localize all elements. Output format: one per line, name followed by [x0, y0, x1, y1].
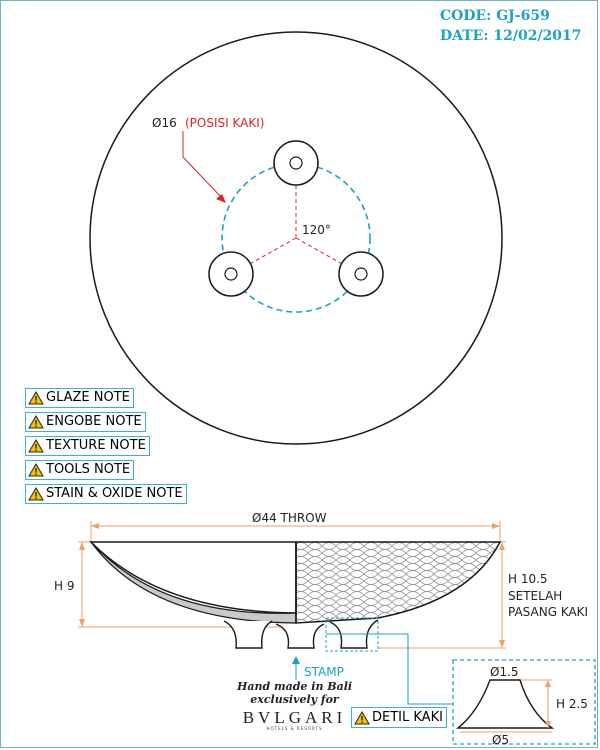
note-label: TOOLS NOTE — [46, 462, 131, 477]
foot-left — [208, 251, 254, 297]
side-feet — [223, 619, 379, 649]
foot-dimension-label: Ø16 — [152, 116, 177, 130]
glaze-note-button[interactable]: GLAZE NOTE — [25, 388, 134, 408]
foot-right — [338, 251, 384, 297]
warning-icon — [28, 415, 44, 429]
throw-label: Ø44 THROW — [252, 511, 327, 525]
engobe-note-button[interactable]: ENGOBE NOTE — [25, 412, 146, 432]
note-label: STAIN & OXIDE NOTE — [46, 486, 183, 501]
header-info: CODE: GJ-659 DATE: 12/02/2017 — [440, 6, 582, 46]
foot-leader-arrow — [216, 194, 226, 203]
detail-top-dimension: Ø1.5 — [490, 665, 519, 679]
foot-position-note: (POSISI KAKI) — [185, 116, 264, 130]
stamp-label: STAMP — [304, 665, 344, 679]
detail-box — [452, 659, 596, 745]
warning-icon — [28, 487, 44, 501]
texture-note-button[interactable]: TEXTURE NOTE — [25, 436, 150, 456]
stamp-area — [325, 617, 379, 652]
brand-subtitle: HOTELS & RESORTS — [266, 726, 323, 731]
foot-center-lines — [231, 164, 361, 275]
detail-height-dimension: H 2.5 — [556, 697, 588, 711]
note-label: TEXTURE NOTE — [46, 438, 146, 453]
foot-position-circle — [221, 163, 371, 313]
drawing-date: DATE: 12/02/2017 — [440, 28, 582, 44]
note-label: GLAZE NOTE — [46, 390, 130, 405]
height-after-label-3: PASANG KAKI — [508, 605, 588, 619]
brand-block: Hand made in Bali exclusively for BVLGAR… — [232, 680, 357, 731]
warning-icon — [28, 463, 44, 477]
detail-foot-label: DETIL KAKI — [372, 710, 443, 725]
warning-icon — [28, 439, 44, 453]
angle-label: 120° — [302, 223, 331, 237]
height-label: H 9 — [54, 579, 74, 593]
product-code: CODE: GJ-659 — [440, 8, 550, 24]
handmade-line: Hand made in Bali — [236, 680, 353, 693]
foot-detail: Ø1.5 H 2.5 Ø5 — [452, 659, 596, 747]
detail-bottom-dimension: Ø5 — [492, 733, 509, 747]
bowl-outline-circle — [89, 31, 503, 445]
side-view: Ø44 THROW H 9 H 10.5 SETELAH PASANG KAKI — [54, 511, 588, 705]
note-label: ENGOBE NOTE — [46, 414, 142, 429]
warning-icon — [354, 710, 370, 724]
foot-top — [273, 140, 319, 186]
tools-note-button[interactable]: TOOLS NOTE — [25, 460, 135, 480]
height-after-label-1: H 10.5 — [508, 572, 548, 586]
height-after-label-2: SETELAH — [508, 589, 562, 603]
top-view: Ø16 (POSISI KAKI) 120° — [89, 31, 503, 445]
detail-leader-line — [326, 633, 452, 705]
detail-foot-shape — [456, 679, 555, 729]
brand-logo: BVLGARI — [242, 708, 347, 727]
bowl-right-half-textured — [295, 541, 502, 624]
stain-oxide-note-button[interactable]: STAIN & OXIDE NOTE — [25, 484, 187, 504]
foot-leader-line — [182, 131, 223, 199]
detail-foot-button[interactable]: DETIL KAKI — [351, 707, 447, 728]
warning-icon — [28, 391, 44, 405]
exclusive-line: exclusively for — [250, 693, 339, 706]
